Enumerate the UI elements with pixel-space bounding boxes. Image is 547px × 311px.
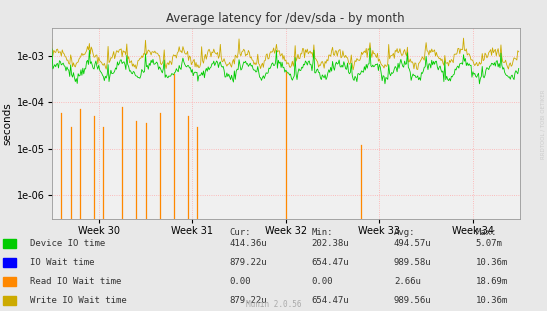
Text: 654.47u: 654.47u — [312, 296, 350, 305]
Text: 10.36m: 10.36m — [476, 258, 508, 267]
Text: 879.22u: 879.22u — [230, 258, 267, 267]
Text: Cur:: Cur: — [230, 228, 251, 237]
Title: Average latency for /dev/sda - by month: Average latency for /dev/sda - by month — [166, 12, 405, 26]
Text: Avg:: Avg: — [394, 228, 415, 237]
Y-axis label: seconds: seconds — [3, 102, 13, 145]
Text: 10.36m: 10.36m — [476, 296, 508, 305]
Bar — [3, 258, 16, 267]
Bar — [3, 277, 16, 286]
Text: 0.00: 0.00 — [312, 277, 333, 286]
Text: 5.07m: 5.07m — [476, 239, 503, 248]
Text: 654.47u: 654.47u — [312, 258, 350, 267]
Text: 989.58u: 989.58u — [394, 258, 432, 267]
Text: 879.22u: 879.22u — [230, 296, 267, 305]
Text: 494.57u: 494.57u — [394, 239, 432, 248]
Bar — [3, 296, 16, 305]
Text: 414.36u: 414.36u — [230, 239, 267, 248]
Text: 0.00: 0.00 — [230, 277, 251, 286]
Text: 18.69m: 18.69m — [476, 277, 508, 286]
Bar — [3, 239, 16, 248]
Text: 989.56u: 989.56u — [394, 296, 432, 305]
Text: Min:: Min: — [312, 228, 333, 237]
Text: Read IO Wait time: Read IO Wait time — [30, 277, 121, 286]
Text: IO Wait time: IO Wait time — [30, 258, 95, 267]
Text: Device IO time: Device IO time — [30, 239, 106, 248]
Text: 202.38u: 202.38u — [312, 239, 350, 248]
Text: Write IO Wait time: Write IO Wait time — [30, 296, 127, 305]
Text: RRDTOOL / TOBI OETIKER: RRDTOOL / TOBI OETIKER — [540, 90, 546, 159]
Text: 2.66u: 2.66u — [394, 277, 421, 286]
Text: Munin 2.0.56: Munin 2.0.56 — [246, 300, 301, 309]
Text: Max:: Max: — [476, 228, 497, 237]
